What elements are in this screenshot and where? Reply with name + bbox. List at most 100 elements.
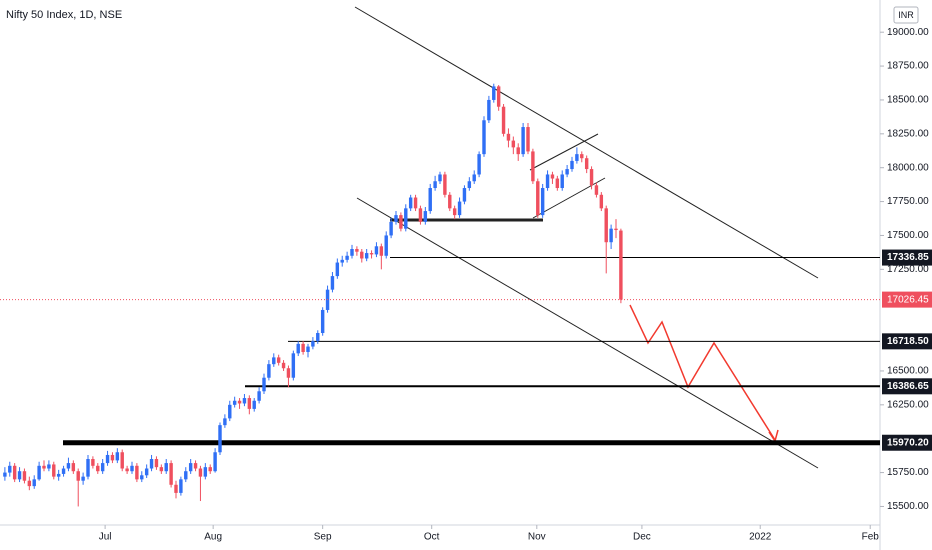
candle-body [584, 158, 589, 170]
candle-body [589, 169, 594, 186]
candle-body [144, 468, 149, 476]
candle-body [418, 208, 423, 222]
projection-path [629, 304, 776, 441]
candle-body [496, 86, 501, 107]
candle-body [565, 169, 569, 175]
candle-body [247, 398, 252, 409]
last-price-label: 17026.45 [887, 294, 929, 305]
candle-body [188, 463, 193, 472]
candle-body [86, 459, 90, 477]
candle-body [257, 391, 261, 401]
candle-body [340, 259, 344, 263]
candle-body [17, 471, 22, 480]
candle-body [614, 228, 618, 231]
candle-body [301, 343, 305, 352]
candle-body [115, 452, 120, 461]
candle-body [164, 463, 168, 472]
candle-body [242, 398, 247, 404]
x-tick-label: Sep [314, 532, 332, 543]
candle-body [91, 459, 95, 466]
candle-body [540, 188, 545, 216]
candle-body [27, 480, 32, 487]
candle-body [237, 400, 242, 404]
flag-upper [529, 133, 599, 171]
candle-body [448, 194, 452, 209]
candle-body [203, 467, 208, 477]
candle-body [179, 479, 183, 493]
candle-body [56, 473, 61, 477]
y-tick-label: 17250.00 [887, 264, 929, 275]
candle-body [369, 253, 374, 255]
candle-body [506, 133, 511, 141]
candle-body [267, 364, 271, 378]
candle-body [457, 201, 462, 216]
candle-body [232, 400, 237, 405]
candle-body [291, 353, 296, 378]
candle-body [467, 181, 472, 189]
candle-body [355, 248, 359, 252]
x-tick-label: Jul [99, 532, 112, 543]
level-label: 15970.20 [887, 437, 929, 448]
upper-trendline [354, 6, 819, 279]
drawings [354, 6, 819, 469]
candle-body [575, 154, 579, 161]
candle-body [296, 343, 300, 354]
candle-body [135, 465, 139, 480]
candle-body [12, 465, 17, 480]
candle-body [330, 276, 335, 290]
candle-body [169, 463, 173, 485]
level-label: 17336.85 [887, 252, 929, 263]
candle-body [76, 471, 80, 481]
candle-body [428, 188, 432, 212]
candle-body [374, 246, 379, 255]
candle-body [32, 479, 36, 487]
candle-body [252, 400, 256, 409]
candle-body [22, 471, 27, 481]
candle-body [550, 174, 555, 179]
candle-body [66, 463, 71, 469]
x-tick-label: 2022 [749, 532, 772, 543]
candle-body [223, 418, 227, 426]
candle-body [472, 174, 476, 182]
candle-body [37, 465, 41, 480]
y-tick-label: 16500.00 [887, 366, 929, 377]
candle-body [462, 188, 467, 202]
level-label: 16386.65 [887, 381, 929, 392]
y-tick-label: 18250.00 [887, 128, 929, 139]
candle-body [42, 465, 46, 469]
chart-title: Nifty 50 Index, 1D, NSE [6, 9, 122, 21]
candle-body [311, 341, 315, 347]
candle-body [110, 454, 115, 461]
candle-body [492, 86, 496, 100]
candle-body [140, 475, 144, 480]
candle-body [580, 154, 584, 159]
x-tick-label: Oct [424, 532, 440, 543]
candle-body [281, 362, 286, 369]
lower-trendline [356, 197, 819, 469]
candle-body [511, 140, 516, 148]
y-tick-label: 19000.00 [887, 27, 929, 38]
candle-body [81, 476, 85, 481]
y-tick-label: 18750.00 [887, 61, 929, 72]
candle-body [125, 468, 129, 472]
candle-body [286, 368, 291, 378]
y-tick-label: 17750.00 [887, 196, 929, 207]
candle-body [306, 346, 310, 352]
candle-body [3, 472, 7, 477]
level-tag [882, 249, 932, 266]
candle-body [61, 468, 66, 474]
candle-body [423, 211, 428, 222]
candle-body [526, 127, 530, 152]
candle-body [555, 178, 560, 189]
candle-body [184, 471, 188, 480]
candle-body [228, 404, 232, 419]
currency-badge [893, 6, 919, 24]
level-label: 16718.50 [887, 336, 929, 347]
candle-body [438, 174, 442, 182]
candle-body [560, 174, 564, 189]
y-tick-label: 18500.00 [887, 95, 929, 106]
candle-body [619, 230, 623, 300]
currency: INR [898, 10, 914, 20]
